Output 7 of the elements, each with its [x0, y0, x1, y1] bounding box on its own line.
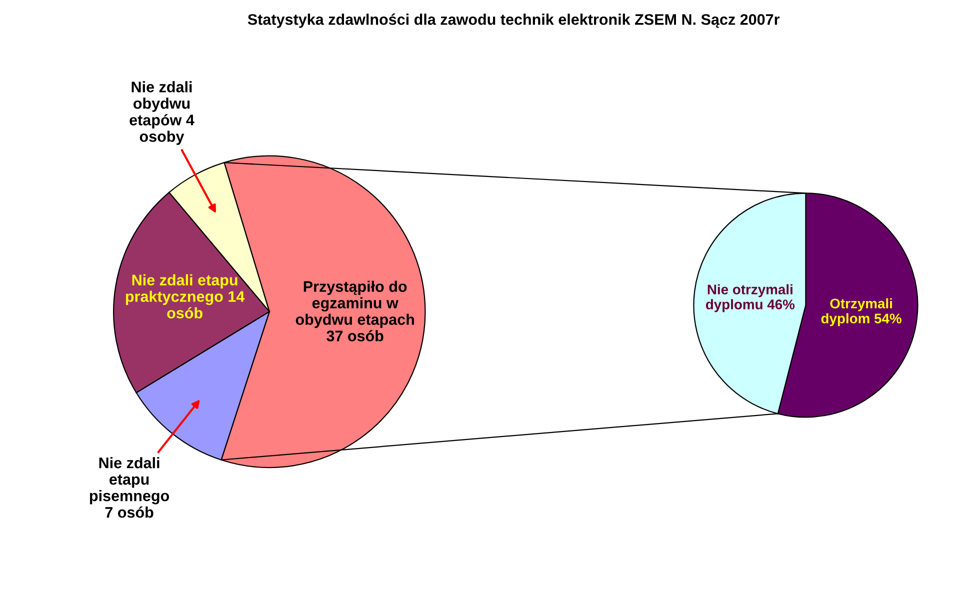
slice-label: Nie zdali etapu pisemnego 7 osób	[90, 457, 170, 518]
slice-label: Nie otrzymali dyplomu 46%	[706, 284, 795, 312]
slice-label: Przystąpiło do egzaminu w obydwu etapach 37 osób	[296, 280, 414, 342]
slice-label: Nie zdali etapu praktycznego 14 osób	[126, 274, 245, 318]
slice-label: Otrzymali dyplom 54%	[821, 298, 902, 326]
slice-label: Nie zdali obydwu etapów 4 osoby	[130, 81, 194, 145]
text: Statystyka zdawlności dla zawodu technik elektronik ZSEM N. Sącz 2007r	[248, 14, 780, 28]
